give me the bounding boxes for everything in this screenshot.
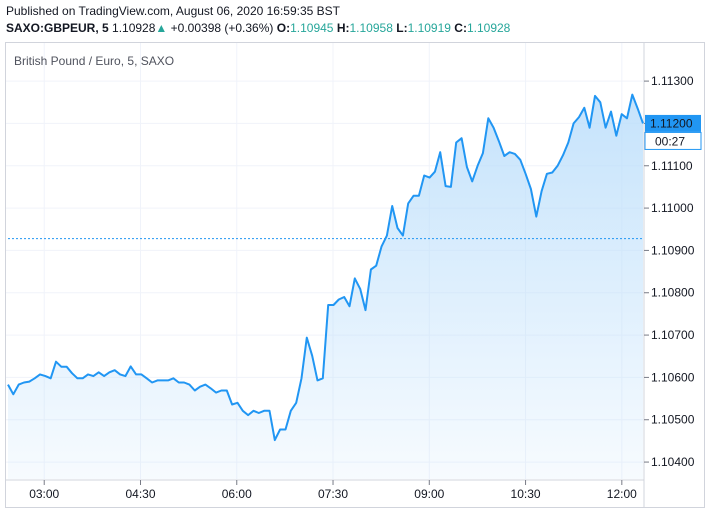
x-tick-label: 03:00 [29, 487, 59, 501]
high-value: 1.10958 [349, 21, 393, 35]
x-tick-label: 04:30 [125, 487, 155, 501]
countdown-box [644, 131, 702, 150]
x-tick-label: 07:30 [318, 487, 348, 501]
y-tick-label: 1.10600 [651, 370, 695, 384]
low-value: 1.10919 [407, 21, 451, 35]
close-value: 1.10928 [466, 21, 511, 35]
y-tick-label: 1.10400 [651, 455, 695, 469]
y-tick-label: 1.10500 [651, 413, 695, 427]
change-value: +0.00398 (+0.36%) [170, 21, 274, 35]
last-price-tag: 1.11200 00:27 [644, 114, 702, 150]
low-label: L: [396, 21, 408, 35]
last-price-value: 1.11200 [650, 116, 693, 130]
last-price-box [645, 114, 701, 132]
x-tick-label: 09:00 [414, 487, 444, 501]
y-tick-label: 1.11000 [651, 201, 694, 215]
high-label: H: [336, 21, 350, 35]
y-tick-label: 1.11300 [651, 74, 694, 88]
x-tick-label: 06:00 [222, 487, 252, 501]
open-label: O: [276, 21, 291, 35]
published-line: Published on TradingView.com, August 06,… [6, 4, 341, 18]
symbol-label: SAXO:GBPEUR, 5 [6, 21, 109, 35]
x-tick-label: 12:00 [607, 487, 637, 501]
up-arrow-icon: ▲ [155, 21, 168, 35]
y-tick-label: 1.10700 [651, 328, 695, 342]
y-tick-label: 1.11100 [651, 159, 693, 173]
ohlc-line: SAXO:GBPEUR, 5 1.10928▲ +0.00398 (+0.36%… [6, 21, 510, 35]
x-tick-label: 10:30 [511, 487, 541, 501]
open-value: 1.10945 [290, 21, 334, 35]
close-label: C: [454, 21, 467, 35]
y-tick-label: 1.10900 [651, 243, 695, 257]
y-tick-label: 1.10800 [651, 286, 695, 300]
last-price: 1.10928 [112, 21, 156, 35]
price-line [7, 93, 644, 442]
chart-title: British Pound / Euro, 5, SAXO [14, 54, 174, 68]
bar-countdown: 00:27 [655, 134, 685, 148]
price-area [8, 94, 643, 479]
chart-frame [5, 42, 705, 508]
time-axis: 03:00 04:30 06:00 07:30 09:00 10:30 12:00 [29, 480, 637, 501]
